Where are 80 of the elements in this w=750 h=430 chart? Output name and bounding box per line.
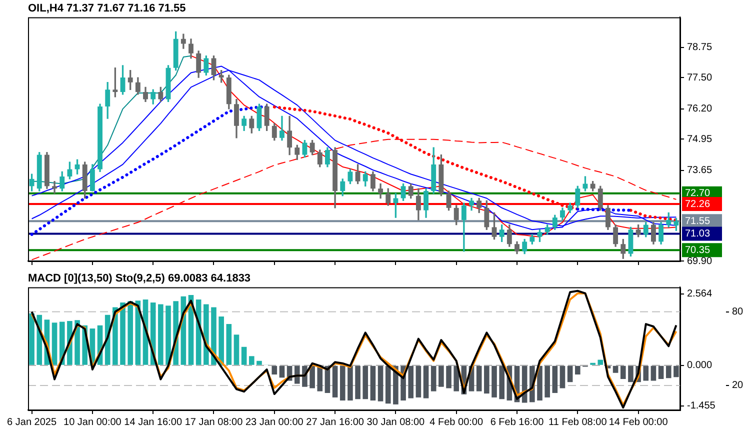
bar xyxy=(612,366,618,373)
bar xyxy=(423,366,429,398)
y-tick-label: 0.000 xyxy=(687,360,712,372)
bar xyxy=(598,360,604,365)
bar xyxy=(537,366,542,401)
category-label: 14 Feb 00:00 xyxy=(608,416,668,428)
ref-line-label: 71.55 xyxy=(685,216,710,227)
bar xyxy=(544,366,550,398)
bar xyxy=(362,366,368,400)
bar xyxy=(650,366,656,381)
y2-tick-label: 80 xyxy=(732,306,744,318)
bar xyxy=(567,366,573,382)
bar xyxy=(446,366,452,388)
bar xyxy=(166,306,171,365)
bar xyxy=(310,366,315,388)
bar xyxy=(574,366,580,375)
category-label: 4 Feb 00:00 xyxy=(430,416,484,428)
bar xyxy=(552,366,558,393)
bar xyxy=(348,366,353,401)
category-label: 30 Jan 08:00 xyxy=(366,416,425,428)
category-label: 14 Jan 16:00 xyxy=(124,416,182,428)
bar xyxy=(499,366,504,400)
bar xyxy=(317,366,323,392)
bar xyxy=(454,366,460,392)
chart-title: MACD [0](13,50) Sto(9,2,5) 69.0083 64.1833 xyxy=(28,272,251,285)
bar xyxy=(355,366,360,400)
bar xyxy=(385,366,391,404)
bar xyxy=(340,366,346,401)
bar xyxy=(279,366,285,378)
ref-line-label: 72.70 xyxy=(685,188,710,200)
bar xyxy=(643,366,649,381)
bar xyxy=(476,366,482,392)
y-tick-label: 76.20 xyxy=(687,104,712,115)
bar xyxy=(120,302,126,365)
bar xyxy=(628,366,634,382)
bar xyxy=(666,366,672,378)
y-tick-label: 77.50 xyxy=(687,72,712,84)
y2-tick-label: 20 xyxy=(732,380,744,392)
ref-line-label: 70.35 xyxy=(685,244,710,256)
bar xyxy=(332,366,338,398)
category-label: 23 Jan 00:00 xyxy=(245,416,304,428)
bar xyxy=(241,346,247,365)
category-label: 17 Jan 08:00 xyxy=(184,416,243,428)
y-tick-label: 78.75 xyxy=(687,42,712,54)
bar xyxy=(52,322,58,365)
bar xyxy=(658,366,664,380)
bar xyxy=(370,366,376,401)
bar xyxy=(674,366,679,378)
bar xyxy=(430,366,436,392)
bar xyxy=(128,301,134,365)
bar xyxy=(249,356,254,365)
y-tick-label: 69.90 xyxy=(687,256,712,267)
ref-line-label: 72.26 xyxy=(685,198,710,210)
bar xyxy=(408,366,414,398)
y-tick-label: 73.65 xyxy=(687,165,712,176)
bar xyxy=(484,366,490,394)
category-label: 11 Feb 08:00 xyxy=(548,416,607,428)
y-tick-label: 2.564 xyxy=(687,288,712,300)
bar xyxy=(416,366,422,398)
category-label: 27 Jan 16:00 xyxy=(306,416,364,428)
bar xyxy=(620,366,626,380)
bar xyxy=(158,304,164,365)
bar xyxy=(560,366,566,388)
bar xyxy=(218,316,224,365)
y-tick-label: 74.95 xyxy=(687,134,712,145)
category-label: 6 Jan 2025 xyxy=(7,416,57,428)
ref-line-label: 71.03 xyxy=(685,228,710,240)
bar xyxy=(438,366,444,387)
chart-title: OIL,H4 71.37 71.67 71.16 71.55 xyxy=(28,2,186,15)
category-label: 10 Jan 00:00 xyxy=(64,416,122,428)
bar xyxy=(272,366,278,375)
bar xyxy=(234,334,240,365)
bar xyxy=(378,366,384,402)
category-label: 6 Feb 16:00 xyxy=(490,416,544,428)
bar xyxy=(256,360,262,365)
candlestick xyxy=(52,181,57,194)
bar xyxy=(492,366,497,398)
bar xyxy=(29,313,34,365)
bar xyxy=(226,324,232,365)
y-tick-label: -1.455 xyxy=(687,400,716,412)
